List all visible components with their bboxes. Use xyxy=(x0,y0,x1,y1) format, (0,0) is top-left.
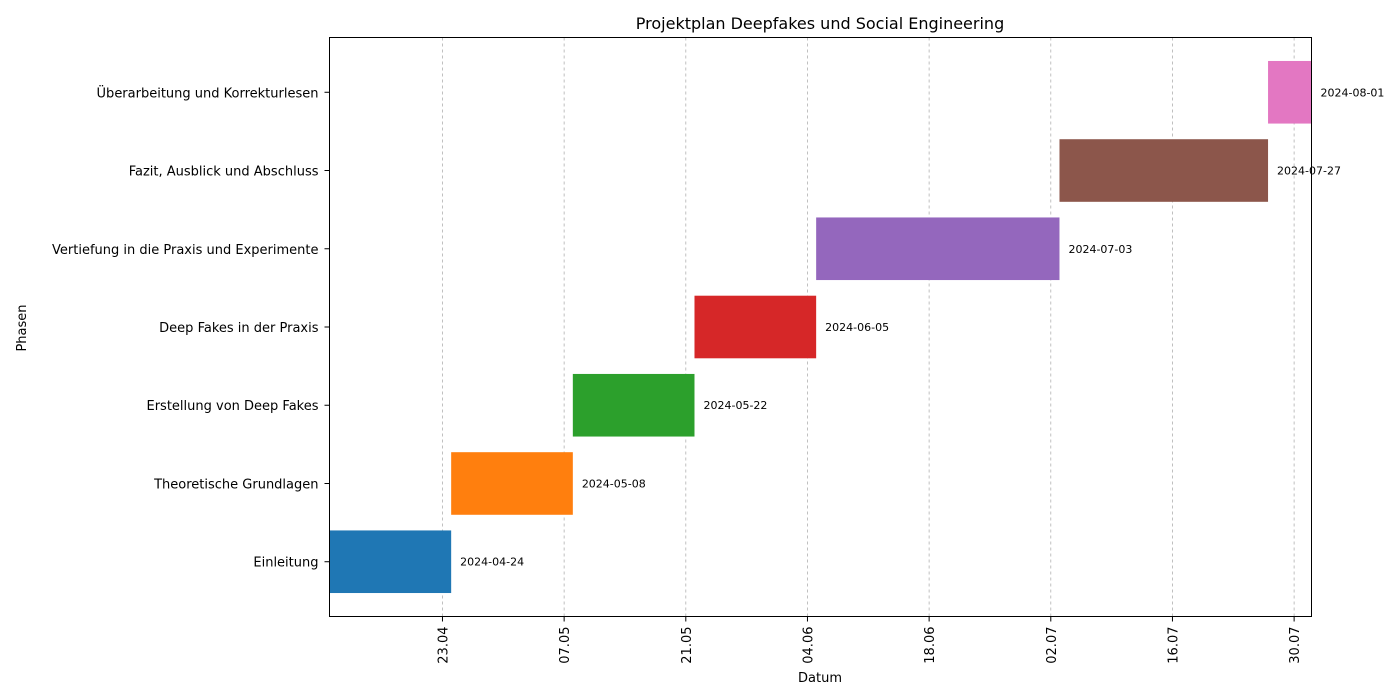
y-axis-label: Phasen xyxy=(15,304,30,351)
task-bar xyxy=(816,217,1060,281)
x-tick-label: 18.06 xyxy=(923,627,938,664)
bar-labels: 2024-04-24 2024-05-08 2024-05-22 2024-06-05… xyxy=(460,86,1384,568)
bar-end-label: 2024-06-05 xyxy=(825,321,889,334)
y-tick-label: Vertiefung in die Praxis und Experimente xyxy=(52,243,318,258)
y-axis-ticks: Einleitung Theoretische Grundlagen Erstell… xyxy=(52,84,330,571)
task-bar xyxy=(694,295,817,359)
bar-end-label: 2024-08-01 xyxy=(1321,86,1385,99)
x-tick-label: 23.04 xyxy=(436,627,451,664)
chart-title: Projektplan Deepfakes und Social Enginee… xyxy=(636,14,1004,33)
bar-end-label: 2024-07-03 xyxy=(1068,243,1132,256)
y-tick-label: Erstellung von Deep Fakes xyxy=(146,399,318,414)
y-tick-label: Einleitung xyxy=(253,556,318,571)
x-tick-label: 21.05 xyxy=(680,627,695,664)
y-tick-label: Deep Fakes in der Praxis xyxy=(159,321,319,336)
x-tick-label: 07.05 xyxy=(558,627,573,664)
task-bar xyxy=(451,452,573,515)
x-tick-label: 16.07 xyxy=(1166,627,1181,664)
bar-end-label: 2024-05-08 xyxy=(582,477,646,490)
x-tick-label: 02.07 xyxy=(1045,627,1060,664)
task-bar xyxy=(572,373,695,437)
plot-frame xyxy=(329,37,1312,617)
task-bar xyxy=(1268,60,1312,124)
task-bar xyxy=(1059,139,1269,202)
x-tick-label: 30.07 xyxy=(1288,627,1303,664)
x-axis-ticks: 23.04 07.05 21.05 04.06 18.06 02.07 16.07 30.07 xyxy=(436,616,1303,664)
bar-end-label: 2024-07-27 xyxy=(1277,165,1341,178)
y-tick-label: Überarbeitung und Korrekturlesen xyxy=(97,84,319,101)
bars xyxy=(329,60,1312,594)
grid xyxy=(442,37,1295,617)
x-axis-label: Datum xyxy=(798,671,842,686)
bar-end-label: 2024-05-22 xyxy=(703,399,767,412)
task-bar xyxy=(329,530,452,594)
y-tick-label: Fazit, Ausblick und Abschluss xyxy=(129,165,319,180)
bar-end-label: 2024-04-24 xyxy=(460,556,524,569)
y-tick-label: Theoretische Grundlagen xyxy=(153,477,318,492)
x-tick-label: 04.06 xyxy=(801,627,816,664)
